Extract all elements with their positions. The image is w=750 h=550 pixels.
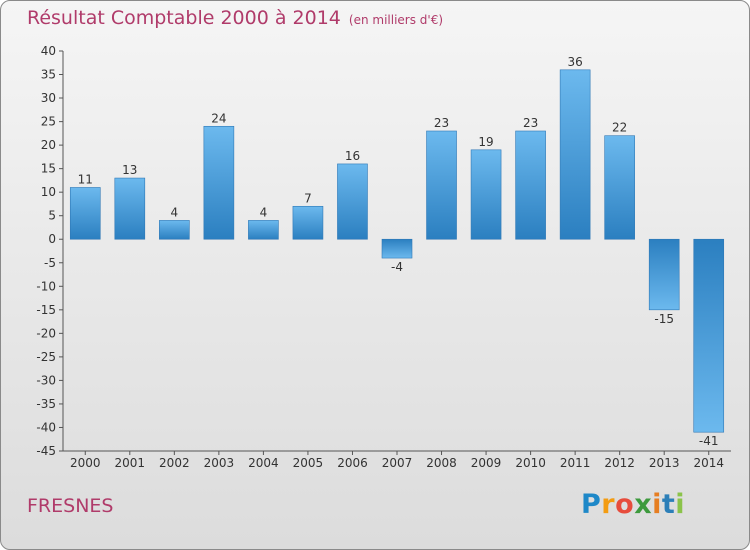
x-tick-label: 2007: [382, 456, 413, 470]
y-tick-label: -10: [36, 279, 56, 293]
x-tick-label: 2005: [293, 456, 324, 470]
x-tick-label: 2000: [70, 456, 101, 470]
data-label: -15: [654, 312, 674, 326]
x-tick-label: 2010: [515, 456, 546, 470]
data-label: 36: [567, 55, 582, 69]
x-tick-label: 2004: [248, 456, 279, 470]
bar: [648, 238, 680, 311]
y-tick-label: 15: [41, 162, 56, 176]
x-tick-label: 2003: [204, 456, 235, 470]
x-tick-label: 2012: [604, 456, 635, 470]
logo-letter: o: [615, 489, 635, 520]
x-tick-label: 2013: [649, 456, 680, 470]
y-tick-label: -45: [36, 444, 56, 458]
y-tick-label: 0: [48, 232, 56, 246]
bar: [292, 205, 324, 240]
logo-letter: i: [675, 489, 686, 520]
data-label: -41: [699, 434, 719, 448]
chart-subtitle: (en milliers d'€): [348, 13, 444, 27]
bar: [693, 238, 725, 433]
data-label: 16: [345, 149, 360, 163]
y-tick-label: 5: [48, 209, 56, 223]
data-label: 19: [478, 135, 493, 149]
bar: [69, 187, 101, 240]
bar: [604, 135, 635, 240]
logo-letter: i: [652, 489, 662, 520]
y-tick-label: -25: [36, 350, 56, 364]
town-name: FRESNES: [27, 495, 114, 517]
y-tick-label: 35: [41, 68, 56, 82]
x-tick-label: 2008: [426, 456, 457, 470]
x-tick-label: 2014: [693, 456, 724, 470]
bar: [559, 69, 591, 240]
data-label: 11: [78, 172, 93, 186]
axes: 40 35 30 25 20 15 10 5 0 -5 -10 -15 -20 -25 -30 -35 -40 -…: [36, 44, 731, 470]
bar: [470, 149, 502, 240]
y-tick-label: -30: [36, 373, 56, 387]
x-tick-label: 2002: [159, 456, 190, 470]
x-tick-label: 2001: [115, 456, 146, 470]
x-tick-label: 2009: [471, 456, 502, 470]
y-tick-label: 25: [41, 115, 56, 129]
bar: [381, 238, 413, 259]
data-label: 4: [260, 205, 268, 219]
bar: [159, 220, 190, 240]
data-label: 23: [434, 116, 449, 130]
y-tick-label: -5: [44, 256, 56, 270]
data-label: -4: [391, 260, 403, 274]
bar: [426, 130, 457, 240]
y-tick-label: -20: [36, 326, 56, 340]
data-label: 13: [122, 163, 137, 177]
y-tick-label: -40: [36, 420, 56, 434]
logo-letter: t: [661, 489, 676, 520]
data-label: 4: [171, 205, 179, 219]
chart-title: Résultat Comptable 2000 à 2014: [27, 7, 341, 29]
bar: [515, 130, 546, 240]
bar: [203, 125, 235, 240]
x-tick-label: 2011: [560, 456, 591, 470]
chart-title-block: Résultat Comptable 2000 à 2014 (en millie…: [27, 7, 443, 29]
logo-letter: P: [581, 489, 602, 520]
data-label: 23: [523, 116, 538, 130]
bar: [114, 177, 146, 240]
bar: [248, 220, 279, 240]
bars: [69, 69, 725, 433]
y-tick-label: 40: [41, 44, 56, 58]
logo-letter: x: [634, 489, 653, 520]
y-tick-label: 20: [41, 138, 56, 152]
y-tick-label: -15: [36, 303, 56, 317]
data-label: 24: [211, 111, 226, 125]
y-tick-label: 10: [41, 185, 56, 199]
y-tick-label: 30: [41, 91, 56, 105]
bar: [337, 163, 368, 240]
data-labels: 11 13 4 24 4 7 16 -4 23 19 23 36 22 -15 -41: [78, 55, 719, 448]
y-tick-label: -35: [36, 397, 56, 411]
data-label: 22: [612, 121, 627, 135]
data-label: 7: [304, 191, 312, 205]
logo-letter: r: [601, 489, 616, 520]
x-tick-label: 2006: [337, 456, 368, 470]
proxiti-logo: Proxiti: [581, 489, 685, 520]
